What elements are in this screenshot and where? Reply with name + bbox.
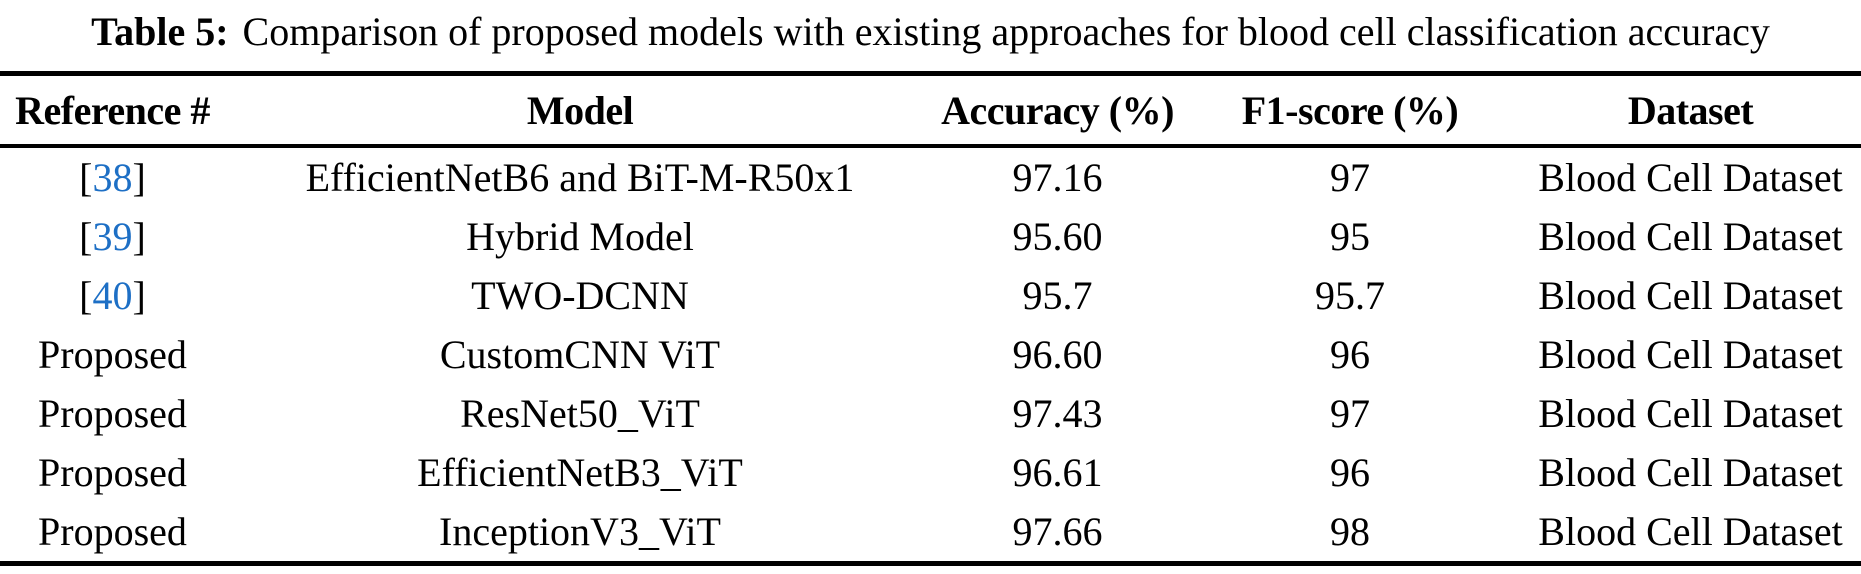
table-caption-number: Table 5:: [91, 9, 229, 54]
col-header-f1score: F1-score (%): [1180, 73, 1520, 148]
reference-label: Proposed: [38, 450, 187, 495]
cell-reference: [38]: [0, 146, 225, 207]
cell-dataset: Blood Cell Dataset: [1538, 450, 1843, 495]
table-row: Proposed EfficientNetB3_ViT 96.61 96 Blo…: [0, 443, 1861, 502]
citation-bracket-open: [: [79, 155, 93, 200]
cell-accuracy: 95.60: [1012, 214, 1103, 259]
table-row: [40] TWO-DCNN 95.7 95.7 Blood Cell Datas…: [0, 266, 1861, 325]
cell-dataset: Blood Cell Dataset: [1538, 273, 1843, 318]
citation-link[interactable]: 39: [92, 214, 133, 259]
table-row: Proposed InceptionV3_ViT 97.66 98 Blood …: [0, 502, 1861, 564]
col-header-accuracy: Accuracy (%): [935, 73, 1180, 148]
cell-dataset: Blood Cell Dataset: [1538, 509, 1843, 554]
col-header-dataset: Dataset: [1520, 73, 1861, 148]
cell-dataset: Blood Cell Dataset: [1538, 214, 1843, 259]
cell-model: EfficientNetB3_ViT: [417, 450, 743, 495]
cell-accuracy: 95.7: [1022, 273, 1093, 318]
cell-f1: 95: [1330, 214, 1370, 259]
table-caption-text: Comparison of proposed models with exist…: [242, 9, 1770, 54]
header-row: Reference # Model Accuracy (%) F1-score …: [0, 73, 1861, 148]
col-header-model: Model: [225, 73, 935, 148]
cell-reference: Proposed: [0, 384, 225, 443]
citation-bracket-open: [: [79, 273, 93, 318]
cell-f1: 97: [1330, 391, 1370, 436]
citation-link[interactable]: 38: [92, 155, 133, 200]
cell-f1: 97: [1330, 155, 1370, 200]
cell-f1: 95.7: [1315, 273, 1385, 318]
cell-reference: Proposed: [0, 325, 225, 384]
table-caption: Table 5: Comparison of proposed models wi…: [0, 4, 1861, 60]
cell-accuracy: 96.61: [1012, 450, 1103, 495]
cell-reference: Proposed: [0, 502, 225, 564]
citation-link[interactable]: 40: [92, 273, 133, 318]
cell-f1: 96: [1330, 332, 1370, 377]
cell-reference: [40]: [0, 266, 225, 325]
cell-reference: [39]: [0, 207, 225, 266]
cell-model: InceptionV3_ViT: [439, 509, 721, 554]
citation-bracket-close: ]: [132, 214, 146, 259]
cell-accuracy: 97.66: [1012, 509, 1103, 554]
cell-accuracy: 97.16: [1012, 155, 1103, 200]
cell-f1: 96: [1330, 450, 1370, 495]
cell-accuracy: 97.43: [1012, 391, 1103, 436]
cell-dataset: Blood Cell Dataset: [1538, 155, 1843, 200]
cell-model: CustomCNN ViT: [439, 332, 721, 377]
col-header-reference: Reference #: [0, 73, 225, 148]
reference-label: Proposed: [38, 391, 187, 436]
citation-bracket-open: [: [79, 214, 93, 259]
cell-f1: 98: [1330, 509, 1370, 554]
comparison-table: Reference # Model Accuracy (%) F1-score …: [0, 71, 1861, 566]
citation-bracket-close: ]: [132, 273, 146, 318]
reference-label: Proposed: [38, 509, 187, 554]
reference-label: Proposed: [38, 332, 187, 377]
cell-reference: Proposed: [0, 443, 225, 502]
cell-model: Hybrid Model: [466, 214, 694, 259]
cell-model: TWO-DCNN: [471, 273, 689, 318]
cell-model: EfficientNetB6 and BiT-M-R50x1: [305, 155, 855, 200]
table-row: Proposed ResNet50_ViT 97.43 97 Blood Cel…: [0, 384, 1861, 443]
cell-model: ResNet50_ViT: [460, 391, 700, 436]
table-row: [39] Hybrid Model 95.60 95 Blood Cell Da…: [0, 207, 1861, 266]
cell-dataset: Blood Cell Dataset: [1538, 332, 1843, 377]
citation-bracket-close: ]: [132, 155, 146, 200]
table-row: [38] EfficientNetB6 and BiT-M-R50x1 97.1…: [0, 146, 1861, 207]
cell-accuracy: 96.60: [1012, 332, 1103, 377]
cell-dataset: Blood Cell Dataset: [1538, 391, 1843, 436]
table-row: Proposed CustomCNN ViT 96.60 96 Blood Ce…: [0, 325, 1861, 384]
